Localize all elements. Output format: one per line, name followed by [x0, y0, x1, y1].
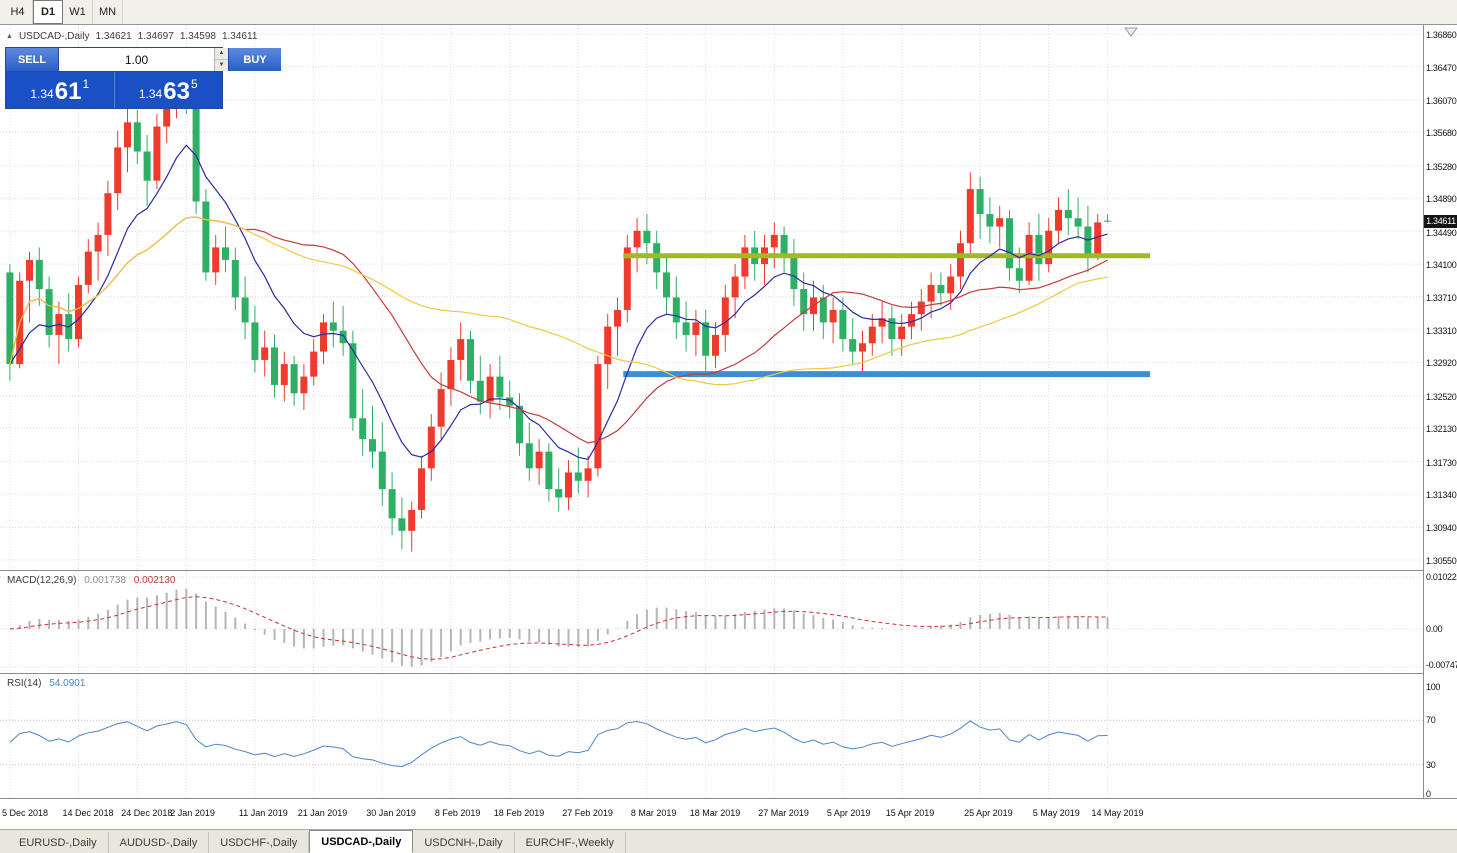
chart-window: ▲ USDCAD-,Daily 1.34621 1.34697 1.34598 …	[0, 25, 1457, 799]
sell-price-prefix: 1.34	[30, 87, 54, 101]
time-axis-label: 8 Feb 2019	[434, 808, 481, 818]
rsi-panel[interactable]: RSI(14) 54.0901	[0, 673, 1457, 798]
time-axis-label: 30 Jan 2019	[366, 808, 416, 818]
timeframe-tab-h4[interactable]: H4	[3, 0, 33, 24]
macd-header: MACD(12,26,9) 0.001738 0.002130	[7, 575, 180, 586]
buy-price-prefix: 1.34	[138, 87, 163, 101]
price-axis: 1.36860 1.36470 1.36070 1.35680 1.35280 1.348…	[1423, 25, 1457, 799]
macd-label: MACD(12,26,9)	[7, 575, 77, 586]
symbol-tab-eurusddaily[interactable]: EURUSD-,Daily	[8, 832, 109, 853]
sell-price[interactable]: 1.34 61 1	[6, 72, 115, 108]
one-click-trading-panel: SELL ▲ ▼ BUY 1.34 61 1	[5, 47, 281, 109]
time-axis: 5 Dec 2018 14 Dec 2018 24 Dec 2018 2 Jan 20…	[0, 798, 1457, 829]
price-axis-label: 1.31340	[1426, 490, 1457, 501]
time-axis-label: 25 Apr 2019	[964, 808, 1013, 818]
chart-low-value: 1.34598	[179, 31, 216, 42]
timeframe-tab-w1[interactable]: W1	[63, 0, 93, 24]
macd-axis-label: 0.010225	[1426, 572, 1457, 582]
price-axis-label: 1.36470	[1426, 62, 1457, 73]
macd-axis-label: 0.00	[1426, 624, 1443, 634]
symbol-tab-bar: EURUSD-,Daily AUDUSD-,Daily USDCHF-,Daily U…	[0, 829, 1457, 853]
current-price-tag: 1.34611	[1424, 215, 1457, 229]
time-axis-label: 14 May 2019	[1091, 808, 1144, 818]
volume-spinner: ▲ ▼	[214, 48, 228, 71]
sell-price-sup: 1	[82, 77, 90, 91]
buy-button[interactable]: BUY	[229, 48, 281, 71]
macd-axis-label: -0.00747	[1426, 659, 1457, 670]
price-axis-label: 1.30550	[1426, 556, 1457, 566]
macd-chart[interactable]	[0, 571, 1423, 673]
rsi-label: RSI(14)	[7, 678, 42, 689]
price-axis-label: 1.32920	[1426, 358, 1457, 369]
volume-box: ▲ ▼	[58, 48, 229, 71]
time-axis-label: 18 Mar 2019	[689, 808, 741, 818]
macd-signal-value: 0.002130	[133, 575, 176, 586]
sell-button[interactable]: SELL	[6, 48, 58, 71]
time-axis-label: 5 May 2019	[1032, 808, 1080, 818]
macd-main-value: 0.001738	[84, 575, 126, 586]
price-axis-label: 1.36860	[1426, 30, 1457, 40]
timeframe-toolbar: H4 D1 W1 MN	[0, 0, 1457, 25]
buy-price-big: 63	[163, 78, 190, 105]
chart-symbol-label: USDCAD-,Daily	[18, 31, 90, 42]
price-axis-label: 1.30940	[1426, 523, 1457, 534]
symbol-tab-eurchfweekly[interactable]: EURCHF-,Weekly	[515, 832, 626, 853]
rsi-axis-label: 100	[1426, 682, 1441, 692]
main-chart-panel[interactable]: ▲ USDCAD-,Daily 1.34621 1.34697 1.34598 …	[0, 25, 1457, 570]
chart-ohlc-header: ▲ USDCAD-,Daily 1.34621 1.34697 1.34598 …	[6, 31, 257, 42]
time-axis-label: 27 Mar 2019	[758, 808, 809, 818]
price-axis-label: 1.31730	[1426, 457, 1457, 468]
candlestick-chart[interactable]	[0, 25, 1423, 570]
symbol-tab-usdcnhdaily[interactable]: USDCNH-,Daily	[413, 832, 515, 853]
rsi-value: 54.0901	[49, 678, 86, 689]
one-click-expand-icon[interactable]: ▲	[6, 33, 13, 40]
volume-down-button[interactable]: ▼	[215, 60, 228, 71]
time-axis-label: 5 Dec 2018	[2, 808, 49, 818]
symbol-tab-audusddaily[interactable]: AUDUSD-,Daily	[109, 832, 210, 853]
price-axis-label: 1.34100	[1426, 260, 1457, 271]
price-axis-label: 1.35680	[1426, 128, 1457, 139]
rsi-axis-label: 30	[1426, 760, 1436, 770]
volume-up-button[interactable]: ▲	[215, 48, 228, 60]
chart-high-value: 1.34697	[137, 31, 174, 42]
buy-price[interactable]: 1.34 63 5	[115, 72, 223, 108]
timeframe-tab-d1[interactable]: D1	[33, 0, 63, 24]
price-axis-label: 1.33710	[1426, 292, 1457, 303]
timeframe-tab-mn[interactable]: MN	[93, 0, 123, 24]
rsi-axis-label: 0	[1426, 789, 1431, 799]
time-axis-label: 14 Dec 2018	[62, 808, 114, 818]
rsi-axis-label: 70	[1426, 715, 1436, 725]
time-axis-label: 2 Jan 2019	[170, 808, 215, 818]
symbol-tab-usdchfdaily[interactable]: USDCHF-,Daily	[209, 832, 310, 853]
chart-open-value: 1.34621	[95, 31, 132, 42]
rsi-header: RSI(14) 54.0901	[7, 678, 90, 689]
time-axis-label: 15 Apr 2019	[885, 808, 935, 818]
price-axis-label: 1.34490	[1426, 227, 1457, 238]
price-axis-label: 1.33310	[1426, 325, 1457, 336]
sell-price-big: 61	[54, 78, 82, 105]
chart-shift-marker	[1124, 27, 1138, 37]
chart-close-value: 1.34611	[221, 31, 258, 42]
price-axis-label: 1.36070	[1426, 95, 1457, 106]
time-axis-label: 18 Feb 2019	[493, 808, 545, 818]
buy-price-sup: 5	[190, 77, 198, 91]
price-axis-label: 1.32130	[1426, 424, 1457, 435]
time-axis-label: 24 Dec 2018	[121, 808, 173, 818]
volume-input[interactable]	[59, 48, 214, 71]
macd-panel[interactable]: MACD(12,26,9) 0.001738 0.002130	[0, 570, 1457, 673]
time-axis-label: 27 Feb 2019	[562, 808, 613, 818]
price-axis-label: 1.35280	[1426, 161, 1457, 172]
time-axis-label: 11 Jan 2019	[238, 808, 288, 818]
price-axis-label: 1.32520	[1426, 391, 1457, 402]
time-axis-label: 5 Apr 2019	[826, 808, 871, 818]
price-axis-label: 1.34890	[1426, 194, 1457, 205]
time-axis-label: 21 Jan 2019	[297, 808, 348, 818]
symbol-tab-usdcaddaily[interactable]: USDCAD-,Daily	[309, 830, 414, 853]
time-axis-label: 8 Mar 2019	[630, 808, 677, 818]
rsi-chart[interactable]	[0, 674, 1423, 798]
